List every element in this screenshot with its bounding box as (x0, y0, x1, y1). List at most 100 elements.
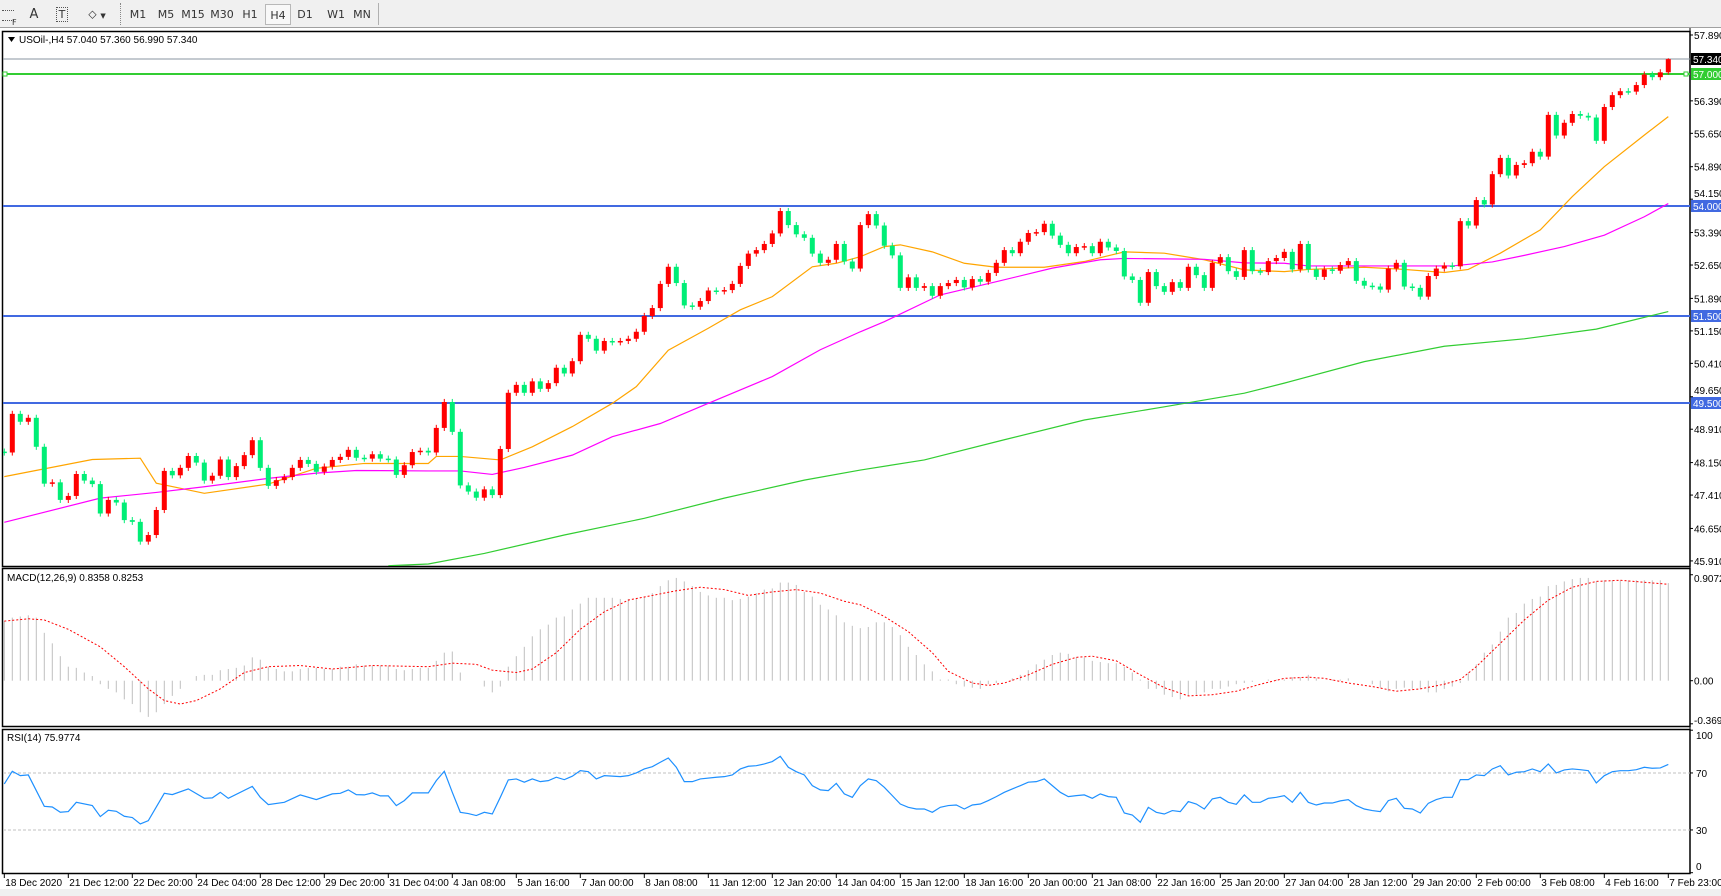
candle (1537, 148, 1543, 160)
timeframe-mn[interactable]: MN (353, 8, 371, 21)
line-handle-icon[interactable] (2, 71, 8, 77)
timeframe-h4[interactable]: H4 (265, 4, 291, 25)
time-tick-label: 27 Jan 04:00 (1285, 878, 1343, 889)
line-studies-icon[interactable]: F (2, 4, 18, 27)
candle (913, 274, 919, 291)
chart-background (0, 28, 1721, 896)
candle (729, 280, 735, 294)
candle-body (617, 340, 623, 343)
candle (353, 446, 359, 461)
candle-body (1385, 268, 1391, 290)
timeframe-w1[interactable]: W1 (327, 8, 345, 21)
candle-body (993, 262, 999, 273)
candle (1073, 243, 1079, 257)
candle-body (1233, 271, 1239, 277)
candle-body (161, 470, 167, 510)
candle (1369, 282, 1375, 290)
candle (617, 337, 623, 346)
candle-body (1513, 164, 1519, 176)
collapse-triangle-icon[interactable] (8, 37, 15, 42)
price-line-label-box (1691, 310, 1721, 322)
time-tick-label: 29 Dec 20:00 (325, 878, 385, 889)
candle (793, 222, 799, 238)
candle (521, 381, 527, 396)
candle-body (369, 454, 375, 459)
price-tick-label: 46.650 (1694, 524, 1721, 535)
timeframe-m5[interactable]: M5 (157, 8, 175, 21)
time-tick-label: 4 Feb 16:00 (1605, 878, 1659, 889)
price-tick-label: 52.650 (1694, 261, 1721, 272)
candle (849, 258, 855, 272)
candle (161, 467, 167, 514)
candle-body (761, 243, 767, 251)
candle-body (1665, 59, 1671, 73)
candle-body (953, 279, 959, 284)
candle-body (449, 402, 455, 432)
candle (801, 231, 807, 241)
candle (1225, 254, 1231, 275)
candle-body (1649, 74, 1655, 78)
candle (929, 283, 935, 299)
text-label-icon[interactable]: T (54, 4, 70, 25)
candle-body (201, 462, 207, 481)
candle (17, 410, 23, 425)
timeframe-d1[interactable]: D1 (297, 8, 313, 21)
candle (377, 451, 383, 462)
candle-body (1297, 243, 1303, 270)
timeframe-m30[interactable]: M30 (210, 8, 234, 21)
candle-body (857, 225, 863, 269)
candle-body (113, 499, 119, 503)
candle-body (633, 331, 639, 339)
candle (609, 337, 615, 346)
candle (1065, 241, 1071, 257)
candle-body (1193, 266, 1199, 276)
chevron-down-icon: ▼ (100, 12, 106, 20)
candle (481, 486, 487, 501)
timeframe-m1[interactable]: M1 (129, 8, 147, 21)
candle-body (1449, 265, 1455, 267)
candle-body (801, 234, 807, 238)
candle (505, 389, 511, 453)
text-icon[interactable]: A (26, 4, 42, 25)
chart-title: USOil-,H4 57.040 57.360 56.990 57.340 (19, 35, 198, 46)
candle (745, 250, 751, 269)
candle (1345, 258, 1351, 269)
candle-body (193, 456, 199, 463)
candle (817, 250, 823, 266)
price-tick-label: 54.890 (1694, 163, 1721, 174)
candle-body (1465, 221, 1471, 226)
candle (1129, 273, 1135, 284)
time-tick-label: 3 Feb 08:00 (1541, 878, 1595, 889)
candle (1409, 283, 1415, 291)
candle (417, 447, 423, 456)
candle (1465, 218, 1471, 229)
candle-body (1473, 200, 1479, 226)
rsi-title: RSI(14) 75.9774 (7, 733, 81, 744)
candle (1433, 265, 1439, 280)
timeframe-h1[interactable]: H1 (242, 8, 258, 21)
timeframe-m15[interactable]: M15 (181, 8, 205, 21)
candle-body (713, 290, 719, 292)
candle-body (297, 459, 303, 468)
time-tick-label: 29 Jan 20:00 (1413, 878, 1471, 889)
candle-body (1225, 257, 1231, 272)
candle (1113, 244, 1119, 255)
shapes-dropdown[interactable]: ⬦ ▼ (82, 4, 112, 25)
candle (1657, 69, 1663, 81)
candle-body (897, 255, 903, 288)
candle-body (1657, 72, 1663, 78)
candle-body (1033, 232, 1039, 234)
candle (433, 424, 439, 456)
candle-body (105, 499, 111, 514)
candle-body (929, 286, 935, 296)
candle-body (57, 482, 63, 500)
candle (1393, 259, 1399, 272)
line-handle-icon[interactable] (1683, 71, 1689, 77)
candle-body (153, 509, 159, 536)
candle (881, 222, 887, 249)
candle-body (1393, 262, 1399, 269)
candle-body (1633, 85, 1639, 92)
candle (641, 312, 647, 335)
candle-body (1489, 174, 1495, 205)
